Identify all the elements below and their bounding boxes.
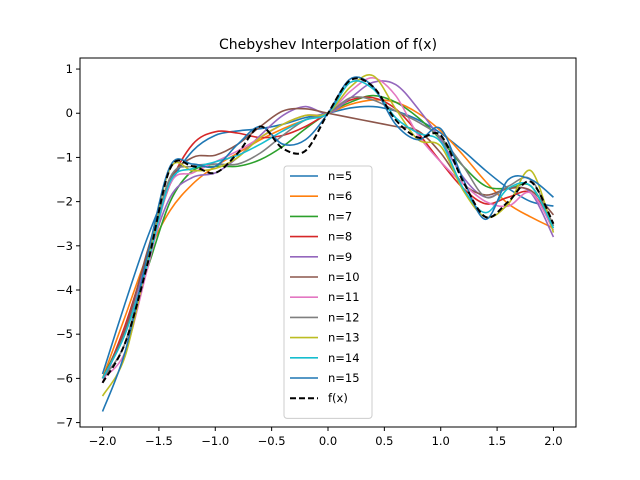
legend-label: n=13 <box>328 331 360 345</box>
legend-label: n=10 <box>328 270 360 284</box>
y-tick-label: −3 <box>56 239 73 253</box>
y-tick-label: −5 <box>56 327 73 341</box>
y-tick-label: 1 <box>66 62 73 76</box>
y-tick-label: −2 <box>56 195 73 209</box>
plot-lines <box>101 74 555 412</box>
legend-label: n=5 <box>328 169 352 183</box>
legend-label: n=6 <box>328 189 352 203</box>
legend-label: n=9 <box>328 250 352 264</box>
legend-label: n=14 <box>328 351 360 365</box>
y-tick-label: 0 <box>66 106 73 120</box>
series-line-f-x- <box>101 77 555 384</box>
y-tick-label: −7 <box>56 416 73 430</box>
y-tick-label: −1 <box>56 150 73 164</box>
x-tick-label: −1.0 <box>201 434 229 448</box>
x-tick-label: −2.0 <box>89 434 117 448</box>
chart-title: Chebyshev Interpolation of f(x) <box>219 37 437 53</box>
legend-label: n=11 <box>328 290 360 304</box>
y-tick-label: −4 <box>56 283 73 297</box>
y-tick-label: −6 <box>56 371 73 385</box>
x-tick-label: −1.5 <box>145 434 173 448</box>
x-tick-label: 1.0 <box>432 434 450 448</box>
legend-box <box>283 165 373 419</box>
y-axis: 1 0 −1 −2 −3 −4 −5 −6 −7 <box>56 62 80 430</box>
legend-label: f(x) <box>328 391 348 405</box>
legend-label: n=8 <box>328 230 352 244</box>
legend-label: n=12 <box>328 310 360 324</box>
legend: n=5 n=6 n=7 n=8 n=9 n=10 n=11 n=12 n=13 n=14 n=15 f… <box>283 165 373 419</box>
series-line-n-10 <box>101 107 555 379</box>
x-tick-label: −0.5 <box>258 434 286 448</box>
x-tick-label: 1.5 <box>488 434 506 448</box>
x-tick-label: 2.0 <box>544 434 562 448</box>
x-axis: −2.0 −1.5 −1.0 −0.5 0.0 0.5 1.0 1.5 2.0 <box>89 427 563 448</box>
legend-label: n=7 <box>328 209 352 223</box>
x-tick-label: 0.5 <box>375 434 393 448</box>
legend-label: n=15 <box>328 371 360 385</box>
x-tick-label: 0.0 <box>319 434 337 448</box>
